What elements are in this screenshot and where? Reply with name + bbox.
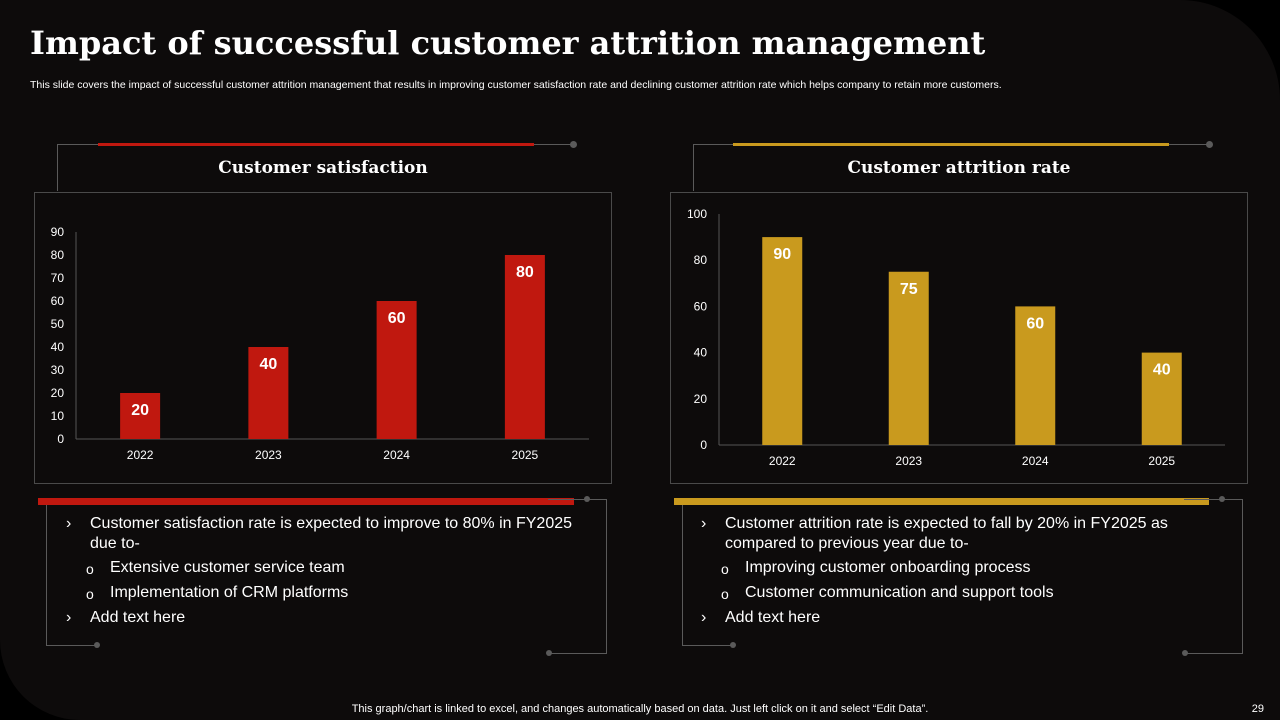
bullet-text: Add text here xyxy=(90,609,186,626)
y-tick-label: 0 xyxy=(700,438,707,452)
bullet-text: Customer satisfaction rate is expected t… xyxy=(90,515,573,552)
bullet-text: Customer communication and support tools xyxy=(745,584,1054,601)
chevron-bullet-icon: › xyxy=(701,515,707,532)
bar-2025 xyxy=(1141,352,1182,445)
right-text-dot-left xyxy=(730,642,736,648)
y-tick-label: 30 xyxy=(51,363,65,377)
left-bullet-list: › Customer satisfaction rate is expected … xyxy=(62,514,582,632)
chevron-bullet-icon: › xyxy=(66,609,72,626)
y-tick-label: 70 xyxy=(51,271,65,285)
bar-2024 xyxy=(376,301,417,439)
y-tick-label: 100 xyxy=(687,207,707,221)
bullet-text: Implementation of CRM platforms xyxy=(110,584,349,601)
page-subtitle: This slide covers the impact of successf… xyxy=(30,79,1002,91)
bullet-text: Add text here xyxy=(725,609,821,626)
x-tick-label: 2025 xyxy=(1148,454,1175,468)
data-label: 20 xyxy=(131,402,149,419)
data-label: 90 xyxy=(773,246,791,263)
x-tick-label: 2024 xyxy=(383,448,410,462)
x-tick-label: 2022 xyxy=(769,454,796,468)
left-text-dot-left xyxy=(94,642,100,648)
bullet-item: o Extensive customer service team xyxy=(62,558,582,578)
circle-bullet-icon: o xyxy=(86,561,94,577)
y-tick-label: 80 xyxy=(51,248,65,262)
right-text-frame-left xyxy=(682,505,734,646)
left-text-frame-right xyxy=(548,499,607,654)
y-tick-label: 40 xyxy=(694,346,708,360)
y-tick-label: 10 xyxy=(51,409,65,423)
right-header-dot xyxy=(1206,141,1213,148)
left-text-accent-bar xyxy=(38,498,574,505)
left-panel-title: Customer satisfaction xyxy=(218,158,428,178)
footer-note: This graph/chart is linked to excel, and… xyxy=(351,703,929,715)
attrition-bar-chart[interactable]: 0 20 40 60 80 100 90 2022 75 2023 60 2024 40 2025 xyxy=(671,193,1247,483)
circle-bullet-icon: o xyxy=(721,561,729,577)
right-text-accent-bar xyxy=(674,498,1209,505)
left-text-dot-top xyxy=(584,496,590,502)
data-label: 60 xyxy=(388,310,406,327)
right-text-frame-bottom xyxy=(1184,652,1242,654)
data-label: 75 xyxy=(900,281,918,298)
left-header-dot xyxy=(570,141,577,148)
satisfaction-bar-chart[interactable]: 0 10 20 30 40 50 60 70 80 90 20 2022 40 2023 60 2024 80 2… xyxy=(35,193,611,483)
chevron-bullet-icon: › xyxy=(66,515,72,532)
bar-2022 xyxy=(120,393,161,439)
left-text-dot-bottom xyxy=(546,650,552,656)
chevron-bullet-icon: › xyxy=(701,609,707,626)
y-tick-label: 20 xyxy=(694,392,708,406)
bar-2023 xyxy=(248,347,289,439)
left-text-frame-left xyxy=(46,505,98,646)
y-tick-label: 40 xyxy=(51,340,65,354)
left-text-frame-bottom xyxy=(548,652,606,654)
data-label: 80 xyxy=(516,264,534,281)
x-tick-label: 2022 xyxy=(127,448,154,462)
bullet-item: › Add text here xyxy=(697,608,1177,628)
x-tick-label: 2024 xyxy=(1022,454,1049,468)
page-number: 29 xyxy=(1251,703,1264,715)
bullet-item: o Improving customer onboarding process xyxy=(697,558,1177,578)
data-label: 40 xyxy=(259,356,277,373)
bar-2022 xyxy=(762,237,803,445)
right-text-frame-right xyxy=(1184,499,1243,654)
right-chart-box[interactable]: 0 20 40 60 80 100 90 2022 75 2023 60 2024 40 2025 xyxy=(670,192,1248,484)
bar-2023 xyxy=(888,271,929,445)
bullet-text: Extensive customer service team xyxy=(110,559,345,576)
right-text-dot-top xyxy=(1219,496,1225,502)
circle-bullet-icon: o xyxy=(86,586,94,602)
bar-2025 xyxy=(504,255,545,439)
right-accent-line xyxy=(733,143,1169,146)
right-panel-title: Customer attrition rate xyxy=(847,158,1071,178)
bullet-text: Improving customer onboarding process xyxy=(745,559,1031,576)
y-tick-label: 20 xyxy=(51,386,65,400)
y-tick-label: 0 xyxy=(57,432,64,446)
bullet-text: Customer attrition rate is expected to f… xyxy=(725,515,1168,552)
bullet-item: › Customer attrition rate is expected to … xyxy=(697,514,1177,554)
x-tick-label: 2023 xyxy=(895,454,922,468)
data-label: 60 xyxy=(1026,315,1044,332)
x-tick-label: 2023 xyxy=(255,448,282,462)
right-text-dot-bottom xyxy=(1182,650,1188,656)
left-accent-line xyxy=(98,143,534,146)
x-tick-label: 2025 xyxy=(512,448,539,462)
data-label: 40 xyxy=(1153,362,1171,379)
y-tick-label: 90 xyxy=(51,225,65,239)
page-title: Impact of successful customer attrition … xyxy=(30,24,986,62)
left-chart-box[interactable]: 0 10 20 30 40 50 60 70 80 90 20 2022 40 2023 60 2024 80 2… xyxy=(34,192,612,484)
bullet-item: › Add text here xyxy=(62,608,582,628)
y-tick-label: 60 xyxy=(694,299,708,313)
bullet-item: o Customer communication and support tool… xyxy=(697,583,1177,603)
right-bullet-list: › Customer attrition rate is expected to … xyxy=(697,514,1177,632)
bar-2024 xyxy=(1015,306,1056,445)
bullet-item: o Implementation of CRM platforms xyxy=(62,583,582,603)
y-tick-label: 60 xyxy=(51,294,65,308)
circle-bullet-icon: o xyxy=(721,586,729,602)
bullet-item: › Customer satisfaction rate is expected … xyxy=(62,514,582,554)
y-tick-label: 50 xyxy=(51,317,65,331)
y-tick-label: 80 xyxy=(694,253,708,267)
